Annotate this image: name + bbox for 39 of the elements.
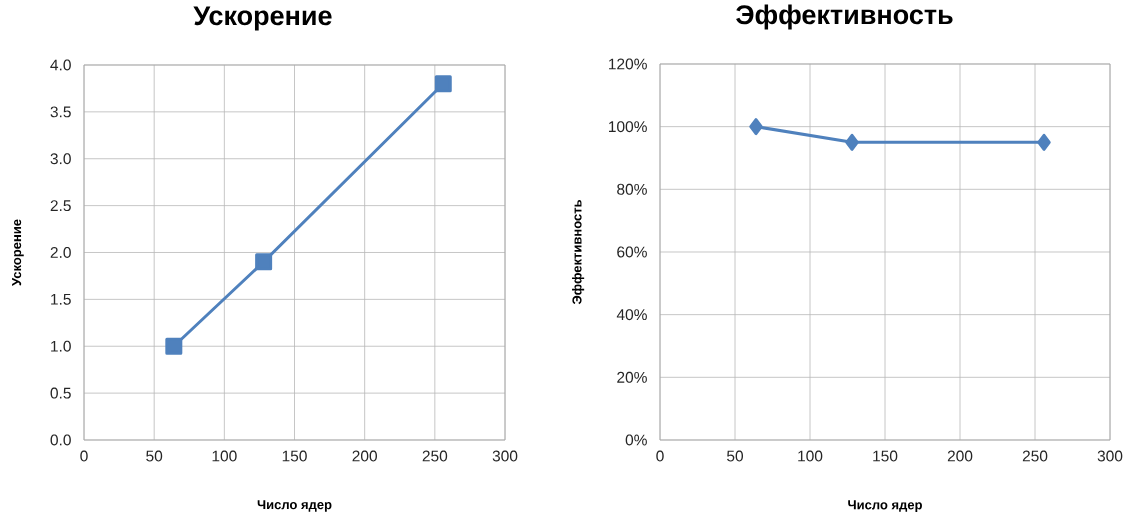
x-tick-label: 200 xyxy=(352,450,377,462)
y-tick-label: 1.5 xyxy=(51,293,71,305)
x-tick-label: 250 xyxy=(1022,450,1048,462)
x-axis-title: Число ядер xyxy=(848,500,922,512)
x-tick-label: 300 xyxy=(1097,450,1123,462)
chart-title: Эффективность xyxy=(736,4,953,30)
y-axis-title: Эффективность xyxy=(572,199,585,305)
y-tick-label: 60% xyxy=(617,246,647,258)
point xyxy=(434,75,452,93)
y-tick-label: 2.0 xyxy=(50,247,71,258)
x-tick-label: 100 xyxy=(798,450,823,462)
x-tick-label: 0 xyxy=(656,450,664,462)
y-tick-label: 1.0 xyxy=(51,340,71,352)
y-tick-label: 20% xyxy=(617,371,647,383)
x-tick-label: 100 xyxy=(212,450,237,462)
chart-title: Ускорение xyxy=(193,6,332,31)
y-tick-label: 3.5 xyxy=(50,106,71,118)
y-tick-label: 4.0 xyxy=(50,59,71,71)
x-tick-label: 300 xyxy=(492,450,518,462)
x-tick-label: 50 xyxy=(727,450,744,462)
y-tick-label: 2.5 xyxy=(50,200,71,212)
x-tick-label: 150 xyxy=(282,450,307,462)
x-tick-label: 250 xyxy=(422,450,448,462)
x-tick-label: 200 xyxy=(947,450,973,462)
x-tick-label: 50 xyxy=(146,450,163,462)
y-tick-label: 0.0 xyxy=(50,434,71,446)
point xyxy=(165,337,183,355)
point xyxy=(255,253,273,271)
y-tick-label: 100% xyxy=(609,121,647,133)
y-tick-label: 120% xyxy=(609,58,647,70)
x-axis-title: Число ядер xyxy=(257,500,332,512)
x-tick-label: 0 xyxy=(80,450,88,462)
y-tick-label: 0.5 xyxy=(50,387,71,399)
x-tick-label: 150 xyxy=(873,450,898,462)
y-tick-label: 80% xyxy=(617,183,647,195)
y-tick-label: 0% xyxy=(625,434,647,446)
y-tick-label: 40% xyxy=(616,309,647,321)
y-tick-label: 3.0 xyxy=(50,153,71,165)
y-axis-title: Ускорение xyxy=(12,219,24,286)
